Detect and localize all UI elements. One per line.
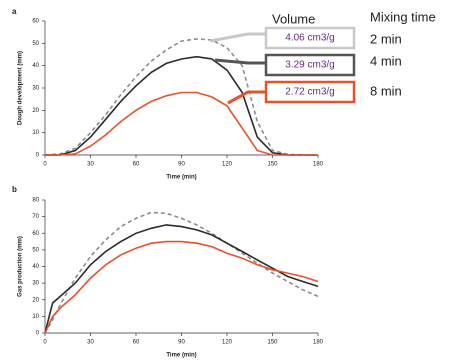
volume-label: 3.29 cm3/g xyxy=(285,60,334,71)
x-tick-label: 0 xyxy=(43,340,47,346)
legend-label: 8 min xyxy=(370,83,402,98)
y-tick-label: 80 xyxy=(32,198,39,204)
x-tick-label: 150 xyxy=(267,162,278,168)
series-line xyxy=(44,240,319,334)
y-tick-label: 0 xyxy=(36,153,40,159)
series-line xyxy=(44,211,319,334)
y-tick-label: 20 xyxy=(32,108,39,114)
volume-box xyxy=(264,26,356,50)
series-line xyxy=(44,38,318,156)
y-axis-title: Dough development (mm) xyxy=(18,51,24,125)
y-axis-title: Gas production (mm) xyxy=(18,236,24,297)
volume-label: 2.72 cm3/g xyxy=(285,87,334,98)
y-tick-label: 50 xyxy=(32,247,39,253)
y-tick-label: 20 xyxy=(32,297,39,303)
annotation-title: Volume xyxy=(272,11,315,26)
legend-label: 2 min xyxy=(370,31,402,46)
x-tick-label: 180 xyxy=(313,162,324,168)
y-tick-label: 10 xyxy=(32,314,39,320)
x-tick-label: 90 xyxy=(178,162,185,168)
series-line xyxy=(44,224,319,334)
connector xyxy=(209,32,266,43)
y-tick-label: 30 xyxy=(32,86,39,92)
x-tick-label: 180 xyxy=(313,340,324,346)
x-tick-label: 0 xyxy=(43,162,47,168)
series-line xyxy=(45,55,318,156)
x-tick-label: 60 xyxy=(133,162,140,168)
x-tick-label: 120 xyxy=(222,162,233,168)
y-tick-label: 40 xyxy=(32,63,39,69)
y-tick-label: 60 xyxy=(32,231,39,237)
x-tick-label: 150 xyxy=(267,340,278,346)
x-tick-label: 90 xyxy=(178,340,185,346)
panel-label: b xyxy=(12,185,17,194)
x-axis-title: Time (min) xyxy=(166,353,196,359)
series-line xyxy=(45,91,318,156)
legend-label: 4 min xyxy=(370,53,402,68)
y-tick-label: 30 xyxy=(32,281,39,287)
legend-title: Mixing time xyxy=(370,9,436,24)
connector xyxy=(227,90,266,105)
x-tick-label: 30 xyxy=(87,162,94,168)
volume-label: 4.06 cm3/g xyxy=(285,33,334,44)
y-tick-label: 40 xyxy=(32,264,39,270)
x-tick-label: 30 xyxy=(87,340,94,346)
y-tick-label: 10 xyxy=(32,130,39,136)
volume-box xyxy=(264,53,356,77)
y-tick-label: 0 xyxy=(36,331,40,337)
volume-box xyxy=(264,80,356,104)
x-tick-label: 120 xyxy=(222,340,233,346)
y-tick-label: 70 xyxy=(32,214,39,220)
y-tick-label: 50 xyxy=(32,41,39,47)
panel-label: a xyxy=(12,7,17,16)
x-tick-label: 60 xyxy=(133,340,140,346)
connector xyxy=(214,58,266,65)
y-tick-label: 60 xyxy=(32,19,39,25)
x-axis-title: Time (min) xyxy=(166,175,196,181)
